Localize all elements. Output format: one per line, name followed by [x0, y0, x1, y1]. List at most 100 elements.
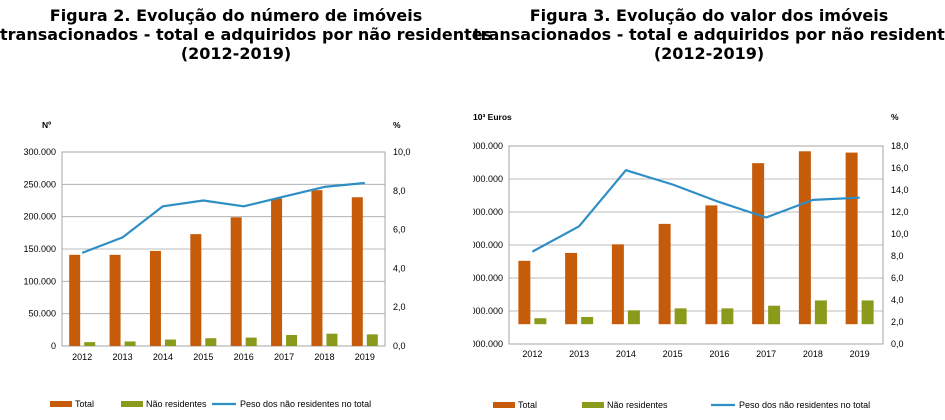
y2-tick-label: 14,0	[891, 185, 909, 195]
chart-title-line: Figura 2. Evolução do número de imóveis	[49, 6, 423, 25]
y-axis-unit: 10³ Euros	[473, 112, 512, 122]
y2-tick-label: 8,0	[891, 251, 904, 261]
bar-nonres-2012	[534, 318, 547, 325]
x-tick-label: 2018	[803, 349, 823, 359]
x-tick-label: 2017	[756, 349, 776, 359]
legend-label-share: Peso dos não residentes no total	[240, 399, 371, 409]
bar-nonres-2015	[205, 338, 217, 346]
bar-total-2016	[705, 205, 718, 325]
x-tick-label: 2014	[153, 352, 173, 362]
y2-tick-label: 8,0	[393, 186, 406, 196]
y-axis-unit: Nº	[42, 120, 51, 130]
bar-nonres-2017	[286, 335, 298, 346]
y2-tick-label: 2,0	[891, 317, 904, 327]
legend-label-nonres: Não residentes	[146, 399, 207, 409]
bar-total-2019	[351, 197, 363, 346]
y2-tick-label: 18,0	[891, 141, 909, 151]
bar-nonres-2018	[326, 333, 338, 346]
chart-title-line: (2012-2019)	[653, 44, 765, 63]
bar-nonres-2014	[164, 339, 176, 346]
legend-swatch-total	[50, 401, 72, 407]
x-tick-label: 2015	[663, 349, 683, 359]
x-tick-label: 2015	[193, 352, 213, 362]
legend-label-total: Total	[75, 399, 94, 409]
bar-total-2019	[845, 152, 858, 325]
y-tick-label: 17.000.000	[473, 207, 503, 217]
line-share-nonresidents	[531, 169, 860, 253]
chart-title-line: (2012-2019)	[180, 44, 292, 63]
bar-nonres-2012	[84, 342, 96, 346]
bar-total-2014	[149, 250, 161, 346]
bar-total-2017	[271, 198, 283, 346]
x-tick-label: 2016	[234, 352, 254, 362]
x-tick-label: 2012	[522, 349, 542, 359]
x-tick-label: 2018	[314, 352, 334, 362]
y2-tick-label: 6,0	[891, 273, 904, 283]
chart-figure-3: -3.000.000 2.000.000 7.000.000 12.000.000 17…	[473, 112, 909, 410]
y-tick-label: 300.000	[23, 147, 56, 157]
x-tick-label: 2019	[850, 349, 870, 359]
bar-total-2018	[798, 151, 811, 325]
bar-total-2012	[69, 254, 81, 346]
chart-figure-2: 0 50.000 100.000 150.000 200.000 250.000 300.0…	[23, 120, 411, 409]
y2-tick-label: 6,0	[393, 225, 406, 235]
y-tick-label: 250.000	[23, 179, 56, 189]
bar-total-2013	[565, 252, 578, 325]
x-tick-label: 2013	[569, 349, 589, 359]
bar-nonres-2018	[814, 300, 827, 325]
y-tick-label: 0	[51, 341, 56, 351]
x-tick-label: 2014	[616, 349, 636, 359]
y-tick-label: -3.000.000	[473, 339, 503, 349]
y-tick-label: 12.000.000	[473, 240, 503, 250]
bar-total-2017	[752, 163, 765, 325]
y2-tick-label: 16,0	[891, 163, 909, 173]
bar-nonres-2013	[124, 341, 136, 346]
y2-axis-unit: %	[393, 120, 401, 130]
x-tick-label: 2019	[355, 352, 375, 362]
legend-swatch-nonres	[121, 401, 143, 407]
legend-label-nonres: Não residentes	[607, 400, 668, 410]
bar-total-2015	[190, 234, 202, 346]
figure-2: Figura 2. Evolução do número de imóveis …	[0, 0, 493, 420]
bar-total-2013	[109, 254, 121, 346]
y-tick-label: 50.000	[28, 309, 56, 319]
y-tick-label: 7.000.000	[473, 273, 503, 283]
bar-nonres-2019	[861, 300, 874, 325]
chart-title-line: transacionados - total e adquiridos por …	[0, 25, 493, 44]
bar-nonres-2015	[674, 308, 687, 325]
chart-title-line: transacionados - total e adquiridos por …	[473, 25, 945, 44]
y-tick-label: 200.000	[23, 212, 56, 222]
bar-nonres-2017	[768, 305, 781, 325]
legend-swatch-total	[493, 402, 515, 408]
bar-total-2014	[611, 244, 624, 325]
chart-title: Figura 3. Evolução do valor dos imóveis …	[473, 6, 945, 63]
y2-tick-label: 0,0	[891, 339, 904, 349]
bar-nonres-2016	[721, 308, 734, 325]
y-tick-label: 2.000.000	[473, 306, 503, 316]
bar-total-2012	[518, 260, 531, 325]
y-tick-label: 27.000.000	[473, 141, 503, 151]
x-tick-label: 2012	[72, 352, 92, 362]
bar-nonres-2013	[581, 316, 594, 325]
bar-total-2015	[658, 223, 671, 325]
y2-tick-label: 10,0	[393, 147, 411, 157]
y-tick-label: 100.000	[23, 276, 56, 286]
chart-title: Figura 2. Evolução do número de imóveis …	[0, 6, 493, 63]
y-tick-label: 22.000.000	[473, 174, 503, 184]
bar-nonres-2016	[245, 337, 257, 346]
legend-swatch-nonres	[582, 402, 604, 408]
bar-total-2018	[311, 190, 323, 346]
y2-tick-label: 10,0	[891, 229, 909, 239]
legend-label-total: Total	[518, 400, 537, 410]
x-tick-label: 2016	[709, 349, 729, 359]
y2-tick-label: 0,0	[393, 341, 406, 351]
figure-3: Figura 3. Evolução do valor dos imóveis …	[473, 0, 945, 420]
x-tick-label: 2017	[274, 352, 294, 362]
bar-total-2016	[230, 217, 242, 346]
chart-title-line: Figura 3. Evolução do valor dos imóveis	[529, 6, 889, 25]
y2-axis-unit: %	[891, 112, 899, 122]
y2-tick-label: 2,0	[393, 302, 406, 312]
y2-tick-label: 4,0	[393, 263, 406, 273]
bar-nonres-2019	[366, 334, 378, 346]
x-tick-label: 2013	[113, 352, 133, 362]
